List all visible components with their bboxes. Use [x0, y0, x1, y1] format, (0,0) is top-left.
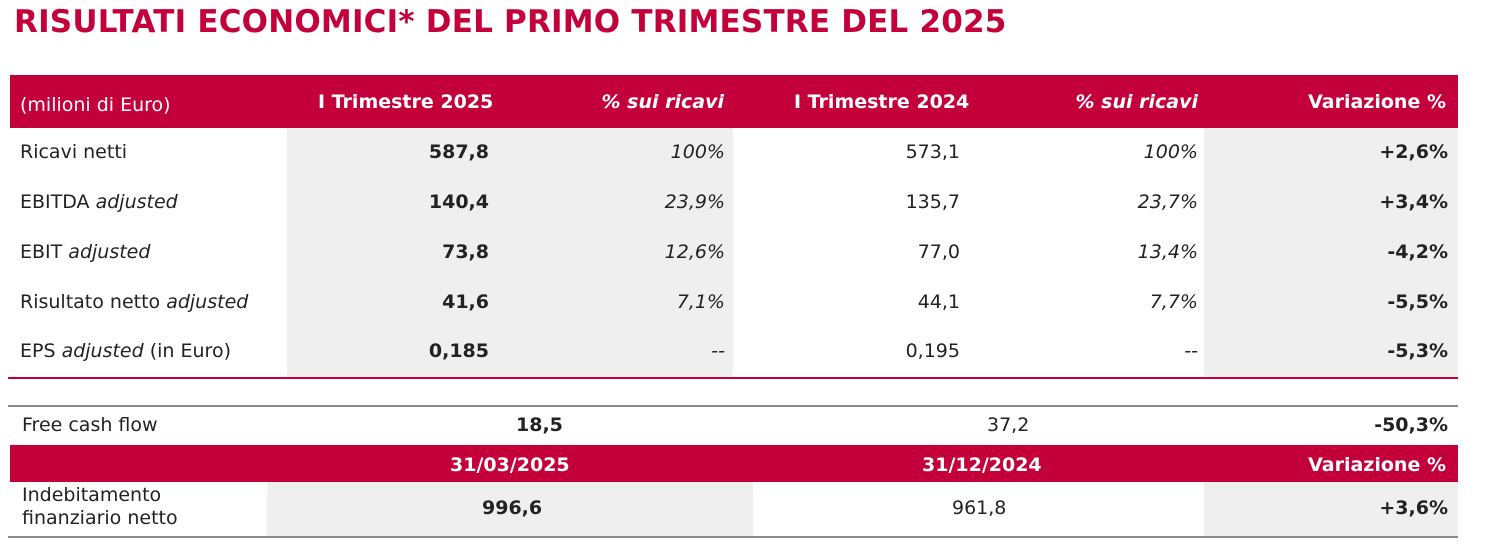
- fcf-value-2025: 18,5: [516, 414, 563, 436]
- pct-2025: 7,1%: [676, 291, 725, 313]
- value-2025: 587,8: [428, 141, 489, 163]
- header-date-2024: 31/12/2024: [922, 454, 1042, 476]
- pct-2025: 23,9%: [664, 191, 725, 213]
- value-2024: 573,1: [905, 141, 960, 163]
- pct-2024: --: [1184, 340, 1198, 362]
- table-header-row: (milioni di Euro) I Trimestre 2025 % sui…: [10, 75, 1458, 128]
- shade-variation-column: [1204, 128, 1458, 378]
- row-label: EBIT adjusted: [20, 241, 151, 263]
- table2-header-row: 31/03/2025 31/12/2024 Variazione %: [10, 445, 1458, 482]
- header-q1-2024: I Trimestre 2024: [794, 91, 970, 113]
- variation: -5,3%: [1387, 340, 1448, 362]
- header-unit: (milioni di Euro): [20, 94, 171, 116]
- fcf-label: Free cash flow: [22, 414, 158, 436]
- value-2025: 0,185: [428, 340, 489, 362]
- table-bottom-divider: [8, 377, 1458, 379]
- debt-variation: +3,6%: [1379, 497, 1448, 519]
- variation: +3,4%: [1379, 191, 1448, 213]
- row-label: EPS adjusted (in Euro): [20, 340, 231, 362]
- row-label: Risultato netto adjusted: [20, 291, 249, 313]
- value-2025: 140,4: [428, 191, 489, 213]
- pct-2025: 100%: [670, 141, 725, 163]
- variation: +2,6%: [1379, 141, 1448, 163]
- value-2025: 41,6: [442, 291, 489, 313]
- pct-2024: 13,4%: [1137, 241, 1198, 263]
- header-date-2025: 31/03/2025: [450, 454, 570, 476]
- fcf-variation: -50,3%: [1374, 414, 1448, 436]
- row-label: Ricavi netti: [20, 141, 128, 163]
- shade-date-2025: [267, 482, 753, 536]
- header-variation: Variazione %: [1308, 91, 1446, 113]
- fcf-value-2024: 37,2: [987, 414, 1030, 436]
- page-title: RISULTATI ECONOMICI* DEL PRIMO TRIMESTRE…: [14, 4, 1007, 40]
- header-q1-2025: I Trimestre 2025: [318, 91, 494, 113]
- fcf-top-divider: [8, 405, 1458, 407]
- value-2025: 73,8: [442, 241, 489, 263]
- value-2024: 0,195: [905, 340, 960, 362]
- header-pct-2024: % sui ricavi: [1075, 91, 1198, 113]
- table2-bottom-divider: [8, 536, 1458, 538]
- header-pct-2025: % sui ricavi: [601, 91, 724, 113]
- debt-value-2024: 961,8: [952, 497, 1007, 519]
- shade-variation-2: [1204, 482, 1458, 536]
- pct-2024: 23,7%: [1137, 191, 1198, 213]
- variation: -5,5%: [1387, 291, 1448, 313]
- pct-2024: 100%: [1143, 141, 1198, 163]
- value-2024: 44,1: [917, 291, 960, 313]
- shade-2025-columns: [287, 128, 733, 378]
- pct-2024: 7,7%: [1149, 291, 1198, 313]
- pct-2025: --: [711, 340, 725, 362]
- pct-2025: 12,6%: [664, 241, 725, 263]
- value-2024: 77,0: [917, 241, 960, 263]
- row-label: EBITDA adjusted: [20, 191, 178, 213]
- header-variation-2: Variazione %: [1308, 454, 1446, 476]
- variation: -4,2%: [1387, 241, 1448, 263]
- value-2024: 135,7: [905, 191, 960, 213]
- debt-label: Indebitamento finanziario netto: [22, 484, 178, 529]
- debt-value-2025: 996,6: [482, 497, 543, 519]
